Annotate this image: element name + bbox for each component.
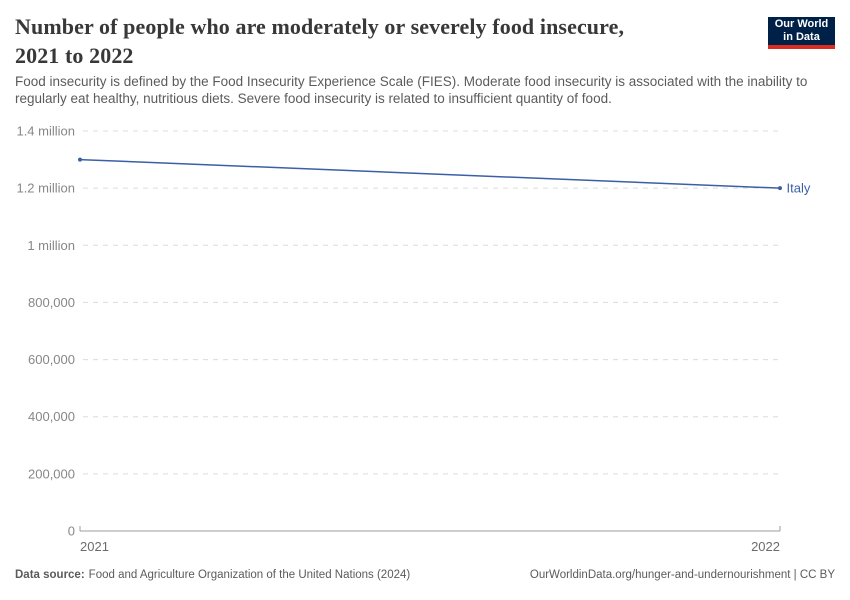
- data-point[interactable]: [78, 157, 82, 162]
- y-tick-label: 0: [68, 524, 75, 539]
- data-point[interactable]: [778, 186, 782, 191]
- y-tick-label: 400,000: [28, 409, 75, 424]
- line-chart: 0 200,000 400,000 600,000 800,000 1 million 1.…: [16, 124, 811, 555]
- y-tick-label: 1.2 million: [16, 181, 75, 196]
- data-source: Data source: Food and Agriculture Organiz…: [15, 569, 410, 581]
- chart-footer: Data source: Food and Agriculture Organiz…: [15, 569, 835, 581]
- y-tick-label: 800,000: [28, 295, 75, 310]
- x-tick-label: 2021: [80, 539, 109, 554]
- owid-logo-line1: Our World: [774, 18, 829, 30]
- data-source-text: Food and Agriculture Organization of the…: [88, 569, 411, 581]
- owid-logo[interactable]: Our World in Data: [768, 17, 835, 49]
- y-tick-label: 1 million: [27, 238, 75, 253]
- y-tick-label: 600,000: [28, 352, 75, 367]
- y-tick-label: 200,000: [28, 466, 75, 481]
- y-tick-label: 1.4 million: [16, 124, 75, 139]
- chart-title-line2: 2021 to 2022: [15, 43, 134, 68]
- x-tick-label: 2022: [751, 539, 780, 554]
- chart-title: Number of people who are moderately or s…: [15, 12, 755, 70]
- chart-subtitle: Food insecurity is defined by the Food I…: [15, 74, 808, 106]
- data-line-italy[interactable]: [79, 158, 781, 189]
- chart-title-line1: Number of people who are moderately or s…: [15, 14, 625, 39]
- owid-url-link[interactable]: OurWorldinData.org/hunger-and-undernouri…: [529, 569, 835, 581]
- owid-logo-line2: in Data: [783, 30, 820, 43]
- series-label-italy[interactable]: Italy: [787, 181, 811, 196]
- data-source-label: Data source:: [15, 569, 85, 581]
